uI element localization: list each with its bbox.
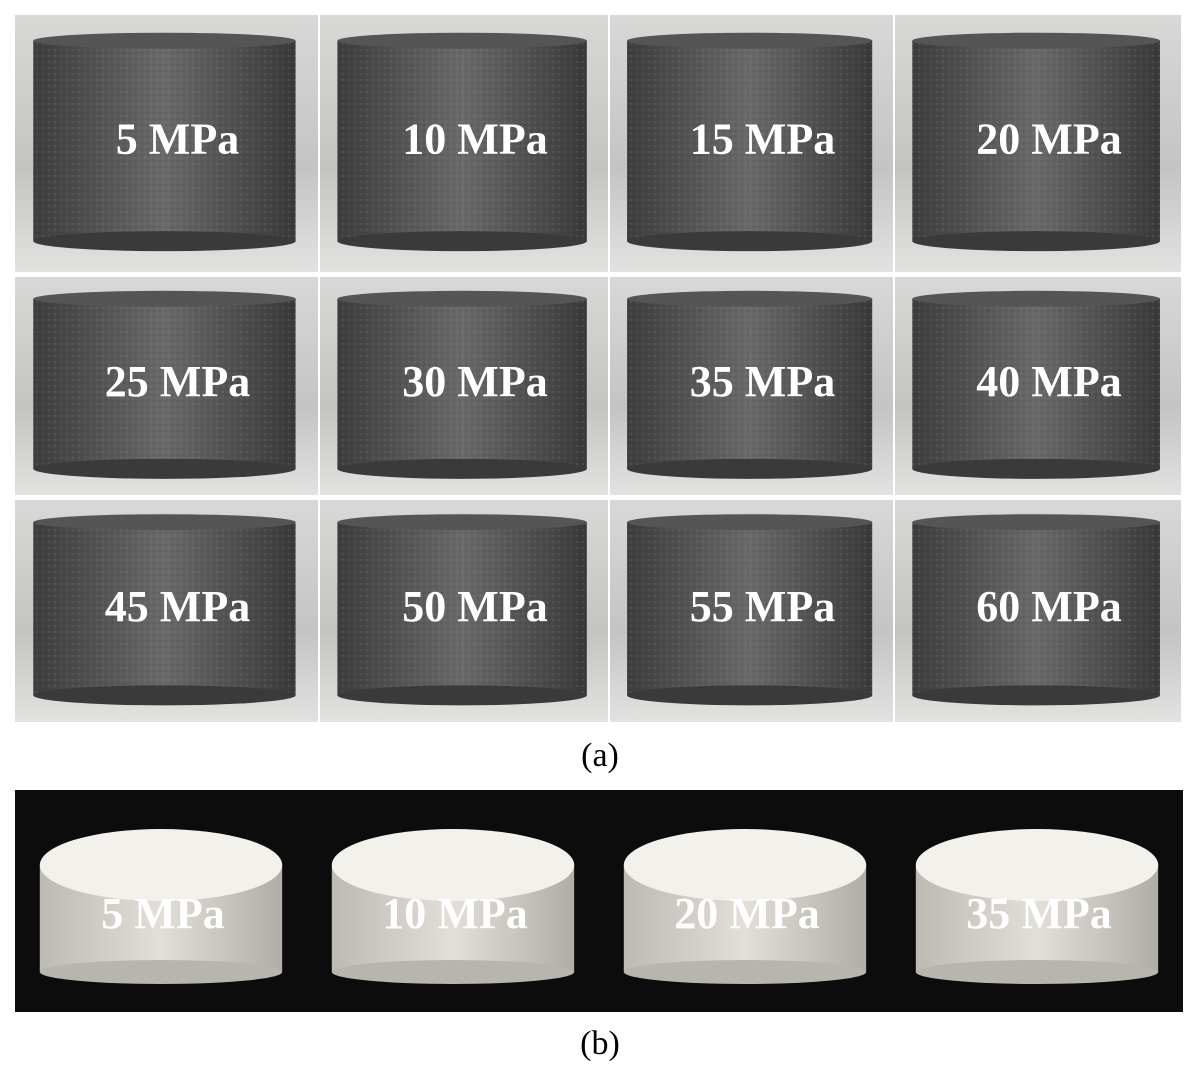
- sample-texture: [33, 298, 296, 469]
- sample-bottom: [33, 231, 296, 252]
- sample-bottom: [912, 231, 1160, 252]
- disc-top: [623, 829, 867, 901]
- sample-bottom: [33, 685, 296, 706]
- sample-bottom: [337, 458, 587, 479]
- sample-bottom: [627, 458, 873, 479]
- sample-bottom: [627, 685, 873, 706]
- panel-a: 5 MPa 10 MPa 15 MPa 20 MPa 25 MPa 30 MPa 35 MP…: [15, 15, 1181, 722]
- caption-b: (b): [580, 1025, 620, 1062]
- disc-top: [39, 829, 283, 901]
- disc-bottom: [39, 960, 283, 984]
- disc-top: [915, 829, 1159, 901]
- sample-texture: [337, 298, 587, 469]
- sample-label: 45 MPa: [105, 582, 250, 631]
- sample-bottom: [912, 685, 1160, 706]
- sample-top: [627, 514, 873, 531]
- disc-bottom: [915, 960, 1159, 984]
- sample-bottom: [337, 231, 587, 252]
- sample-top: [912, 32, 1160, 49]
- disc-label: 20 MPa: [674, 889, 819, 938]
- sample-top: [912, 290, 1160, 307]
- sample-label: 50 MPa: [402, 582, 547, 631]
- sample-top: [337, 290, 587, 307]
- sample-label: 55 MPa: [690, 582, 835, 631]
- sample-label: 35 MPa: [690, 357, 835, 406]
- disc-label: 5 MPa: [101, 889, 224, 938]
- disc-top: [331, 829, 575, 901]
- sample-top: [337, 32, 587, 49]
- sample-texture: [337, 40, 587, 242]
- sample-label: 10 MPa: [402, 115, 547, 164]
- sample-label: 20 MPa: [976, 115, 1121, 164]
- sample-bottom: [33, 458, 296, 479]
- disc-bottom: [331, 960, 575, 984]
- sample-top: [912, 514, 1160, 531]
- sample-label: 30 MPa: [402, 357, 547, 406]
- sample-texture: [912, 40, 1160, 242]
- sample-texture: [33, 40, 296, 242]
- sample-top: [33, 290, 296, 307]
- sample-bottom: [337, 685, 587, 706]
- panel-b: 5 MPa 10 MPa 20 MPa 35 MPa: [39, 829, 1159, 984]
- sample-label: 5 MPa: [116, 115, 239, 164]
- sample-texture: [912, 298, 1160, 469]
- caption-a: (a): [581, 737, 619, 774]
- sample-label: 25 MPa: [105, 357, 250, 406]
- sample-top: [337, 514, 587, 531]
- sample-texture: [912, 522, 1160, 696]
- sample-texture: [627, 522, 873, 696]
- disc-label: 10 MPa: [382, 889, 527, 938]
- sample-top: [627, 32, 873, 49]
- sample-texture: [627, 40, 873, 242]
- sample-bottom: [627, 231, 873, 252]
- sample-label: 15 MPa: [690, 115, 835, 164]
- sample-top: [33, 514, 296, 531]
- disc-label: 35 MPa: [966, 889, 1111, 938]
- sample-label: 40 MPa: [976, 357, 1121, 406]
- sample-bottom: [912, 458, 1160, 479]
- sample-top: [627, 290, 873, 307]
- disc-bottom: [623, 960, 867, 984]
- sample-texture: [627, 298, 873, 469]
- sample-label: 60 MPa: [976, 582, 1121, 631]
- sample-top: [33, 32, 296, 49]
- sample-texture: [337, 522, 587, 696]
- sample-texture: [33, 522, 296, 696]
